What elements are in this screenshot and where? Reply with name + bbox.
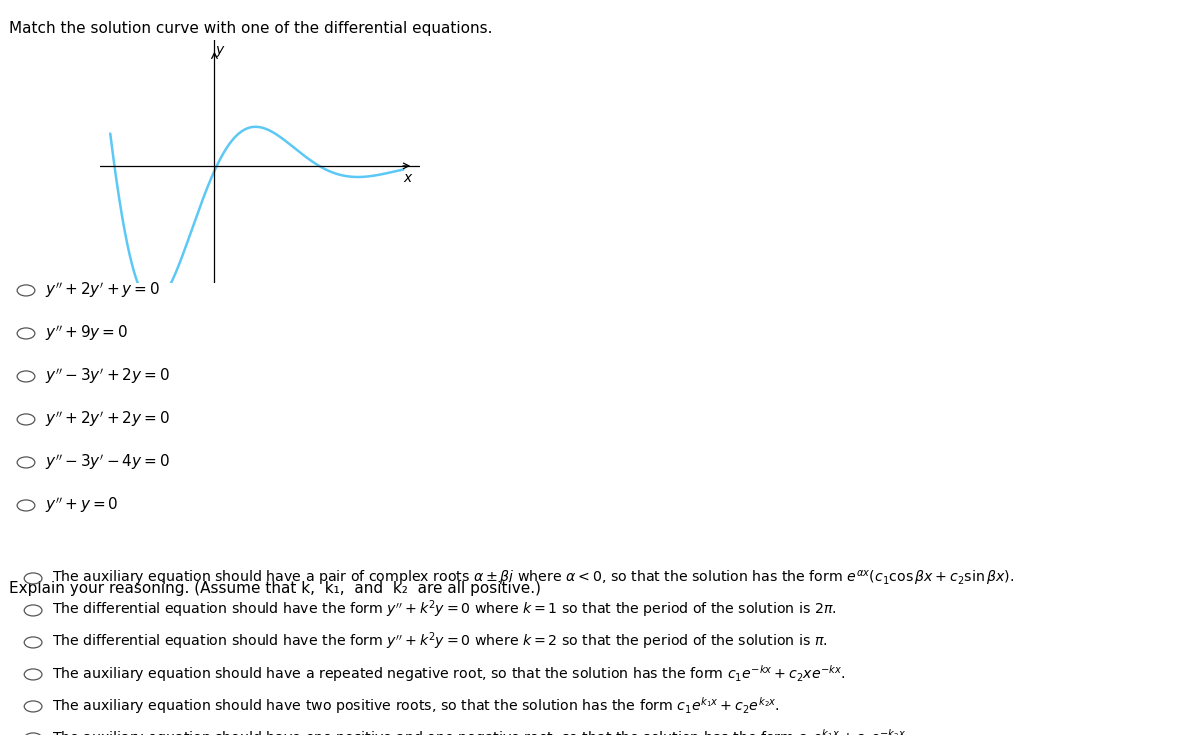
Text: The auxiliary equation should have one positive and one negative root, so that t: The auxiliary equation should have one p…	[52, 727, 910, 735]
Text: Match the solution curve with one of the differential equations.: Match the solution curve with one of the…	[9, 21, 493, 35]
Text: The differential equation should have the form $y'' + k^2y = 0$ where $k = 2$ so: The differential equation should have th…	[52, 631, 827, 652]
Text: $y'' + 2y' + y = 0$: $y'' + 2y' + y = 0$	[45, 280, 160, 300]
Text: $y'' - 3y' + 2y = 0$: $y'' - 3y' + 2y = 0$	[45, 367, 170, 386]
Text: $x$: $x$	[403, 171, 414, 185]
Text: The auxiliary equation should have a pair of complex roots $\alpha \pm \beta i$ : The auxiliary equation should have a pai…	[52, 569, 1014, 588]
Text: The auxiliary equation should have two positive roots, so that the solution has : The auxiliary equation should have two p…	[52, 695, 780, 716]
Text: $y'' + 9y = 0$: $y'' + 9y = 0$	[45, 323, 128, 343]
Text: $y'' - 3y' - 4y = 0$: $y'' - 3y' - 4y = 0$	[45, 453, 170, 472]
Text: $y'' + y = 0$: $y'' + y = 0$	[45, 495, 118, 515]
Text: $y$: $y$	[215, 44, 226, 59]
Text: The auxiliary equation should have a repeated negative root, so that the solutio: The auxiliary equation should have a rep…	[52, 663, 846, 684]
Text: The differential equation should have the form $y'' + k^2y = 0$ where $k = 1$ so: The differential equation should have th…	[52, 598, 837, 620]
Text: $y'' + 2y' + 2y = 0$: $y'' + 2y' + 2y = 0$	[45, 409, 170, 429]
Text: Explain your reasoning. (Assume that k,  k₁,  and  k₂  are all positive.): Explain your reasoning. (Assume that k, …	[9, 581, 541, 596]
